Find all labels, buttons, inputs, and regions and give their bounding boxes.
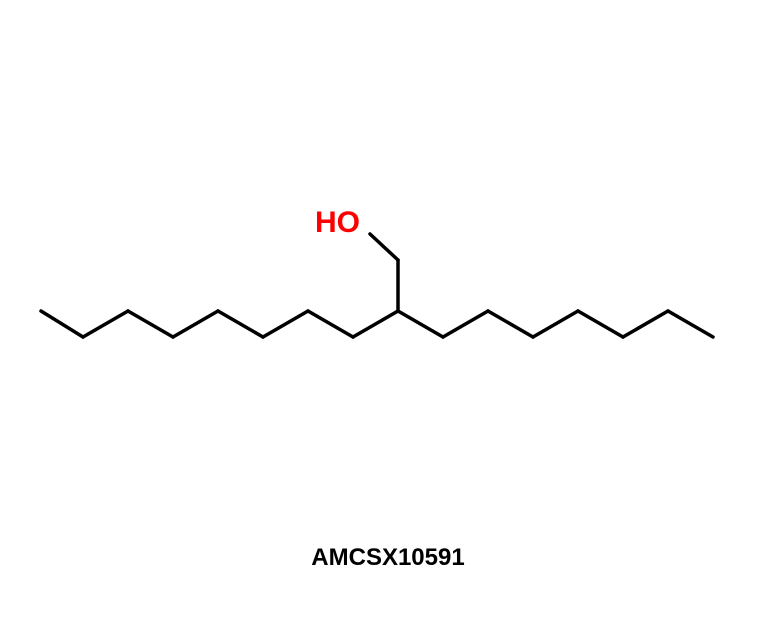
compound-id-caption: AMCSX10591 [0, 544, 776, 572]
oh-label: HO [315, 206, 360, 240]
structure-svg [0, 0, 776, 630]
diagram-canvas: HO AMCSX10591 [0, 0, 776, 630]
